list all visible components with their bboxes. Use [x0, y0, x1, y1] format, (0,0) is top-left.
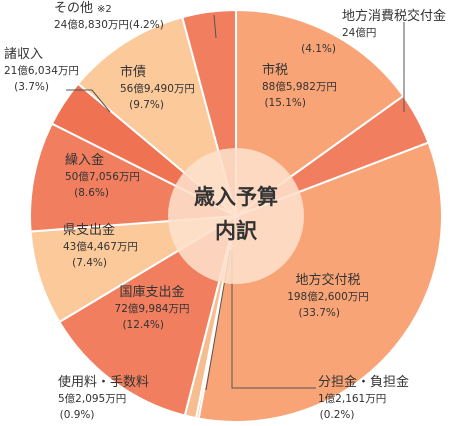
slice-label-percent-0: (15.1%): [264, 97, 306, 109]
slice-label-name-4: 使用料・手数料: [58, 374, 149, 390]
slice-label-name-2: 地方交付税: [295, 272, 360, 288]
slice-label-percent-5: (12.4%): [122, 319, 164, 331]
slice-label-name-6: 県支出金: [63, 222, 115, 238]
leader-lines: [66, 14, 405, 391]
slice-label-amount-5: 72億9,984万円: [115, 302, 190, 315]
slice-label-name-7: 繰入金: [65, 152, 104, 168]
slice-label-amount-0: 88億5,982万円: [262, 80, 337, 93]
slice-label-name-5: 国庫支出金: [119, 284, 184, 300]
leader-line-3: [231, 250, 316, 389]
center-title-line-2: 内訳: [215, 219, 258, 243]
slice-label-amount-1: 24億円: [342, 26, 376, 39]
slice-label-name-0: 市税: [262, 62, 288, 78]
slice-label-name-10: その他 ※2: [54, 1, 112, 16]
slice-label-amount-9: 56億9,490万円: [120, 82, 195, 95]
slice-label-percent-1: (4.1%): [301, 43, 336, 55]
slice-label-percent-8: (3.7%): [14, 81, 49, 93]
slice-label-amount-2: 198億2,600万円: [287, 290, 369, 303]
center-title-line-1: 歳入予算: [194, 185, 278, 209]
leader-line-4: [205, 249, 231, 391]
slice-label-name-9: 市債: [120, 64, 146, 80]
slice-label-amount-4: 5億2,095万円: [58, 392, 126, 405]
slice-label-amount-7: 50億7,056万円: [65, 170, 140, 183]
slice-label-amount-3: 1億2,161万円: [318, 392, 386, 405]
slice-label-percent-6: (7.4%): [72, 257, 107, 269]
slice-label-amount-8: 21億6,034万円: [4, 64, 79, 77]
pie-slices: [29, 8, 443, 423]
slice-label-name-3: 分担金・負担金: [318, 374, 409, 390]
slice-labels: 市税 88億5,982万円 (15.1%) 地方消費税交付金 24億円 (4.1%) 地方交…: [4, 1, 446, 421]
slice-label-percent-9: (9.7%): [129, 99, 164, 111]
slice-label-note-10: ※2: [97, 4, 112, 15]
slice-label-amount-6: 43億4,467万円: [63, 240, 138, 253]
slice-label-name-1: 地方消費税交付金: [342, 8, 446, 24]
slice-label-percent-3: (0.2%): [320, 409, 355, 421]
slice-label-percent-4: (0.9%): [60, 409, 95, 421]
slice-label-percent-2: (33.7%): [298, 307, 340, 319]
leader-line-10: [213, 14, 217, 39]
center-disc: [168, 148, 304, 284]
slice-label-name-8: 諸収入: [4, 46, 43, 62]
leader-line-8: [66, 89, 111, 113]
slice-label-percent-7: (8.6%): [74, 187, 109, 199]
slice-label-amount-10: 24億8,830万円(4.2%): [54, 18, 164, 31]
